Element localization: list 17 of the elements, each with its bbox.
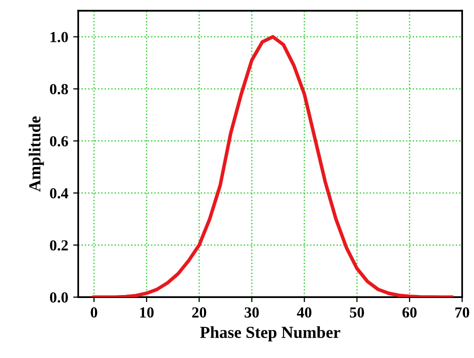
x-tick-label: 60 [402,307,417,318]
x-tick-label: 70 [455,307,470,318]
x-tick-label: 50 [350,307,364,318]
y-tick-label: 0.6 [50,136,68,146]
x-tick-label: 20 [192,307,206,318]
y-tick-label: 0.8 [50,84,68,94]
x-tick-label: 30 [244,307,259,318]
line-series [92,35,454,298]
x-tick-label: 10 [140,307,154,318]
y-tick-label: 0.2 [50,240,68,251]
y-tick-label: 1.0 [50,32,68,42]
y-tick-label: 0.0 [50,292,68,303]
x-tick-label: 40 [296,307,312,318]
y-axis-title: Amplitude [28,116,44,192]
x-axis-title: Phase Step Number [200,326,340,342]
x-tick-label: 0 [90,307,98,318]
y-tick-label: 0.4 [50,188,68,199]
